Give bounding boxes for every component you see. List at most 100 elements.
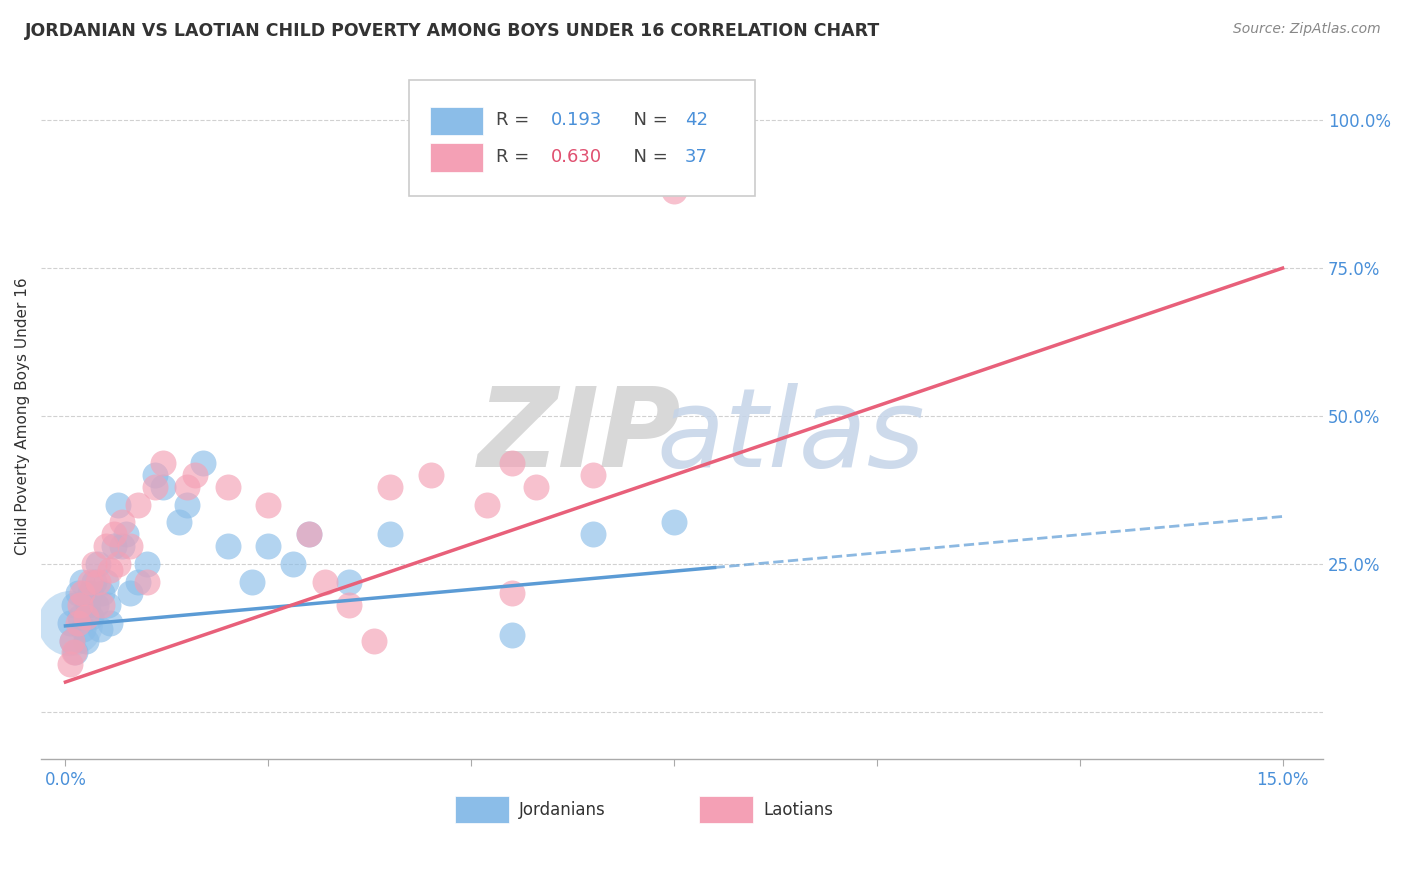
Text: 0.630: 0.630: [551, 148, 603, 166]
Y-axis label: Child Poverty Among Boys Under 16: Child Poverty Among Boys Under 16: [15, 277, 30, 555]
Point: [70, 586, 93, 600]
Point: [257, 539, 280, 553]
Point: [184, 468, 207, 483]
Point: [107, 557, 129, 571]
Point: [501, 586, 523, 600]
Text: 0.193: 0.193: [551, 112, 603, 129]
Point: [62, 645, 84, 659]
Point: [152, 480, 174, 494]
Point: [83, 574, 105, 589]
Point: [66, 586, 89, 600]
Text: 37: 37: [685, 148, 707, 166]
Point: [69, 610, 91, 624]
FancyBboxPatch shape: [409, 80, 755, 196]
Point: [75, 610, 97, 624]
Point: [176, 498, 198, 512]
Point: [477, 498, 499, 512]
Point: [339, 574, 361, 589]
Point: [339, 598, 361, 612]
Point: [363, 633, 385, 648]
Point: [83, 557, 105, 571]
Point: [582, 468, 605, 483]
Point: [79, 586, 101, 600]
Point: [98, 615, 121, 630]
Text: R =: R =: [496, 148, 536, 166]
Point: [378, 527, 401, 541]
Text: R =: R =: [496, 112, 536, 129]
Point: [240, 574, 263, 589]
Point: [662, 516, 685, 530]
Point: [58, 657, 80, 672]
Point: [69, 598, 91, 612]
Point: [135, 574, 157, 589]
FancyBboxPatch shape: [456, 796, 509, 823]
Text: Laotians: Laotians: [763, 801, 832, 819]
Point: [87, 557, 110, 571]
Text: Jordanians: Jordanians: [519, 801, 606, 819]
Text: JORDANIAN VS LAOTIAN CHILD POVERTY AMONG BOYS UNDER 16 CORRELATION CHART: JORDANIAN VS LAOTIAN CHILD POVERTY AMONG…: [25, 22, 880, 40]
Point: [135, 557, 157, 571]
FancyBboxPatch shape: [430, 106, 484, 136]
Point: [60, 633, 83, 648]
Point: [115, 527, 138, 541]
Point: [97, 598, 120, 612]
Point: [281, 557, 304, 571]
Point: [77, 598, 100, 612]
Point: [257, 498, 280, 512]
Point: [120, 586, 142, 600]
Point: [176, 480, 198, 494]
Point: [127, 498, 149, 512]
Text: N =: N =: [621, 112, 673, 129]
Point: [152, 456, 174, 470]
Text: 42: 42: [685, 112, 707, 129]
Point: [94, 539, 117, 553]
Point: [111, 516, 134, 530]
Point: [75, 633, 97, 648]
Text: atlas: atlas: [657, 383, 925, 490]
Point: [501, 628, 523, 642]
Text: ZIP: ZIP: [478, 383, 682, 490]
Point: [98, 563, 121, 577]
Point: [80, 610, 103, 624]
Point: [120, 539, 142, 553]
Point: [143, 480, 166, 494]
Point: [127, 574, 149, 589]
Point: [79, 574, 101, 589]
Point: [217, 480, 239, 494]
Point: [63, 645, 86, 659]
Point: [298, 527, 321, 541]
Point: [193, 456, 215, 470]
Point: [501, 456, 523, 470]
Point: [662, 184, 685, 198]
Point: [217, 539, 239, 553]
Point: [60, 633, 83, 648]
Point: [89, 622, 111, 636]
FancyBboxPatch shape: [430, 143, 484, 172]
Point: [70, 574, 93, 589]
Point: [58, 615, 80, 630]
Point: [167, 516, 190, 530]
Point: [58, 615, 80, 630]
Point: [111, 539, 134, 553]
Point: [62, 598, 84, 612]
Point: [582, 527, 605, 541]
Point: [143, 468, 166, 483]
Point: [91, 598, 114, 612]
Text: Source: ZipAtlas.com: Source: ZipAtlas.com: [1233, 22, 1381, 37]
FancyBboxPatch shape: [699, 796, 752, 823]
Point: [298, 527, 321, 541]
Point: [87, 574, 110, 589]
Point: [107, 498, 129, 512]
Point: [84, 598, 107, 612]
Point: [314, 574, 336, 589]
Text: N =: N =: [621, 148, 673, 166]
Point: [66, 615, 89, 630]
Point: [94, 574, 117, 589]
Point: [524, 480, 547, 494]
Point: [91, 586, 114, 600]
Point: [72, 622, 94, 636]
Point: [419, 468, 441, 483]
Point: [378, 480, 401, 494]
Point: [103, 527, 125, 541]
Point: [103, 539, 125, 553]
